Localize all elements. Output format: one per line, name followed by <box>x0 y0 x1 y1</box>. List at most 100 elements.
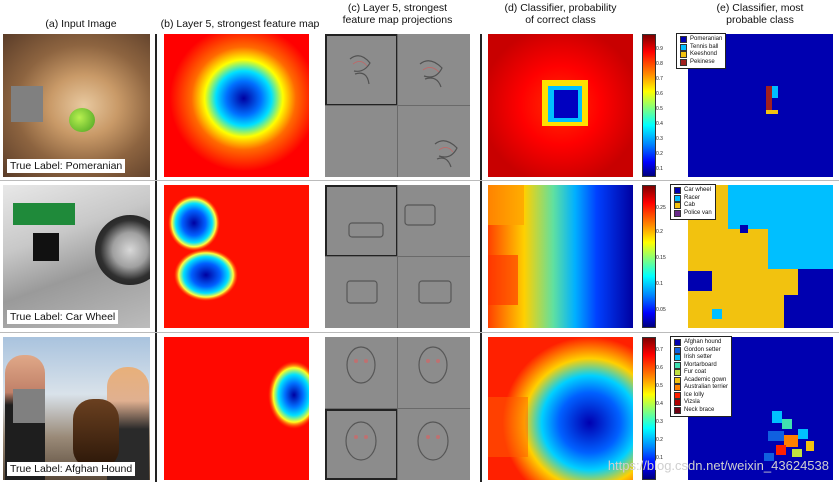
header-d-line2: of correct class <box>525 14 596 26</box>
wheel-shape <box>95 215 150 285</box>
header-d-line1: (d) Classifier, probability <box>504 2 617 14</box>
projection-divider-h <box>325 256 470 257</box>
legend-swatch <box>674 361 681 369</box>
colorbar-tick: 0.6 <box>656 91 663 97</box>
class-map-car-wheel <box>688 185 833 328</box>
probability-map-car-wheel <box>488 185 633 328</box>
legend-label: Ice lolly <box>684 391 705 398</box>
legend-swatch <box>680 51 687 59</box>
projection-top-left <box>325 185 398 257</box>
projection-top-left <box>325 34 398 106</box>
colorbar-ticks-afghan-hound: 0.7 0.6 0.5 0.4 0.3 0.2 0.1 <box>656 341 676 476</box>
header-e-line1: (e) Classifier, most <box>716 2 804 14</box>
legend-item: Car wheel <box>674 187 712 195</box>
legend-label: Irish setter <box>684 354 713 360</box>
projection-bottom-left <box>325 408 398 480</box>
class-map-pomeranian <box>688 34 833 177</box>
projections-pomeranian <box>325 34 470 177</box>
legend-label: Afghan hound <box>684 339 722 345</box>
true-label: True Label: Pomeranian <box>7 159 126 173</box>
projections-car-wheel <box>325 185 470 328</box>
legend-swatch <box>674 346 681 354</box>
colorbar-tick: 0.3 <box>656 419 663 425</box>
colorbar-tick: 0.7 <box>656 76 663 82</box>
legend-pomeranian: Pomeranian Tennis ball Keeshond Pekinese <box>676 33 727 69</box>
probability-map-pomeranian <box>488 34 633 177</box>
legend-label: Cab <box>684 202 696 208</box>
column-separator-2 <box>480 34 482 482</box>
legend-item: Irish setter <box>674 354 728 362</box>
occluder-square <box>13 389 45 423</box>
colorbar-pomeranian <box>642 34 656 177</box>
legend-label: Fur coat <box>684 369 707 375</box>
header-input-image: (a) Input Image <box>45 18 117 30</box>
legend-swatch <box>680 43 687 51</box>
legend-item: Racer <box>674 195 712 203</box>
colorbar-car-wheel <box>642 185 656 328</box>
legend-swatch <box>674 399 681 407</box>
legend-item: Afghan hound <box>674 339 728 347</box>
true-label: True Label: Car Wheel <box>7 310 119 324</box>
hound <box>73 399 119 469</box>
row-separator-2 <box>0 332 839 333</box>
legend-item: Tennis ball <box>680 44 722 52</box>
colorbar-tick: 0.15 <box>656 255 666 261</box>
projection-texture <box>345 346 449 461</box>
legend-swatch <box>674 209 681 217</box>
colorbar-tick: 0.7 <box>656 347 663 353</box>
colorbar-tick: 0.2 <box>656 437 663 443</box>
colorbar-ticks-pomeranian: 0.9 0.8 0.7 0.6 0.5 0.4 0.3 0.2 0.1 <box>656 38 676 173</box>
colorbar-tick: 0.25 <box>656 205 666 211</box>
feature-map-pomeranian <box>164 34 309 177</box>
legend-swatch <box>680 58 687 66</box>
legend-car-wheel: Car wheel Racer Cab Police van <box>670 184 716 220</box>
row-separator-1 <box>0 180 839 181</box>
colorbar-tick: 0.6 <box>656 365 663 371</box>
legend-item: Ice lolly <box>674 392 728 400</box>
colorbar-tick: 0.9 <box>656 46 663 52</box>
legend-label: Racer <box>684 194 701 201</box>
header-classifier-probability: (d) Classifier, probability of correct c… <box>488 2 633 26</box>
header-feature-map-projections: (c) Layer 5, strongest feature map proje… <box>325 2 470 26</box>
input-image-pomeranian: True Label: Pomeranian <box>3 34 150 177</box>
legend-item: Cab <box>674 202 712 210</box>
colorbar-tick: 0.4 <box>656 121 663 127</box>
projections-afghan-hound <box>325 337 470 480</box>
legend-swatch <box>674 391 681 399</box>
legend-label: Keeshond <box>690 51 718 57</box>
legend-swatch <box>674 339 681 347</box>
legend-item: Fur coat <box>674 369 728 377</box>
legend-item: Police van <box>674 210 712 218</box>
colorbar-afghan-hound <box>642 337 656 480</box>
input-image-car-wheel: True Label: Car Wheel <box>3 185 150 328</box>
colorbar-tick: 0.2 <box>656 151 663 157</box>
projection-texture <box>349 55 458 168</box>
projection-divider-h <box>325 105 470 106</box>
legend-label: Vizsla <box>684 399 700 405</box>
header-c-line1: (c) Layer 5, strongest <box>347 2 448 14</box>
legend-item: Pomeranian <box>680 36 722 44</box>
header-c-line2: feature map projections <box>342 14 453 26</box>
true-label: True Label: Afghan Hound <box>7 462 136 476</box>
probability-map-afghan-hound <box>488 337 633 480</box>
feature-map-car-wheel <box>164 185 309 328</box>
colorbar-tick: 0.4 <box>656 401 663 407</box>
legend-swatch <box>680 36 687 44</box>
colorbar-ticks-car-wheel: 0.25 0.2 0.15 0.1 0.05 <box>656 189 676 324</box>
colorbar-tick: 0.2 <box>656 229 663 235</box>
legend-label: Pomeranian <box>690 36 723 42</box>
colorbar-tick: 0.1 <box>656 455 663 461</box>
legend-item: Pekinese <box>680 59 722 67</box>
legend-afghan-hound: Afghan hound Gordon setter Irish setter … <box>670 336 733 417</box>
colorbar-tick: 0.1 <box>656 166 663 172</box>
occluder-square <box>11 86 43 122</box>
dekra-logo <box>13 203 75 225</box>
colorbar-tick: 0.05 <box>656 307 666 313</box>
legend-item: Neck brace <box>674 407 728 415</box>
colorbar-tick: 0.1 <box>656 281 663 287</box>
legend-swatch <box>674 354 681 362</box>
legend-swatch <box>674 406 681 414</box>
legend-label: Academic gown <box>684 376 727 383</box>
legend-swatch <box>674 369 681 377</box>
legend-label: Gordon setter <box>684 346 721 353</box>
